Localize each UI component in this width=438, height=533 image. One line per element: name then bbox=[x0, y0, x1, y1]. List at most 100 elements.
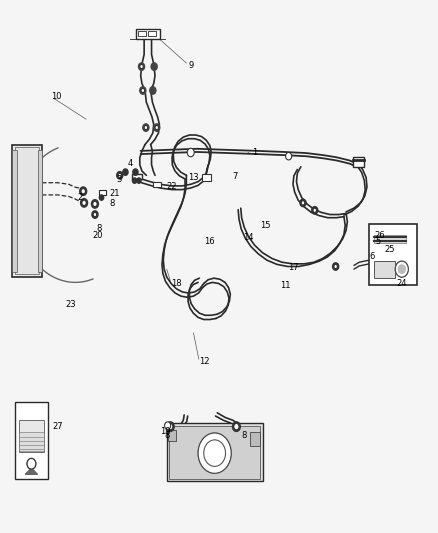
Circle shape bbox=[286, 152, 292, 160]
Text: 15: 15 bbox=[260, 221, 271, 230]
Text: 9: 9 bbox=[188, 61, 194, 69]
Text: 8: 8 bbox=[242, 431, 247, 440]
Text: 5: 5 bbox=[376, 237, 381, 246]
Text: 7: 7 bbox=[232, 172, 237, 181]
Polygon shape bbox=[25, 468, 38, 474]
Text: 13: 13 bbox=[188, 173, 199, 182]
Circle shape bbox=[81, 199, 88, 207]
Bar bbox=[15, 402, 48, 479]
Text: 17: 17 bbox=[288, 263, 298, 272]
Bar bbox=[15, 147, 39, 274]
Bar bbox=[99, 190, 106, 196]
Bar bbox=[168, 430, 176, 441]
Circle shape bbox=[92, 211, 98, 218]
Text: 3: 3 bbox=[117, 174, 122, 183]
Circle shape bbox=[154, 124, 160, 131]
Text: 8: 8 bbox=[110, 199, 115, 208]
Text: 11: 11 bbox=[280, 280, 290, 289]
Circle shape bbox=[132, 178, 137, 183]
Bar bbox=[202, 174, 211, 181]
Bar bbox=[12, 144, 42, 277]
Circle shape bbox=[150, 87, 156, 94]
Circle shape bbox=[395, 261, 408, 277]
Circle shape bbox=[117, 172, 123, 179]
Circle shape bbox=[99, 195, 104, 200]
Circle shape bbox=[81, 189, 85, 194]
Text: 14: 14 bbox=[243, 233, 254, 242]
Circle shape bbox=[312, 207, 318, 214]
Text: 25: 25 bbox=[385, 245, 395, 254]
Bar bbox=[136, 29, 160, 38]
Circle shape bbox=[140, 87, 146, 94]
Circle shape bbox=[123, 169, 128, 175]
Text: 22: 22 bbox=[166, 182, 177, 191]
Circle shape bbox=[204, 440, 226, 466]
Text: 6: 6 bbox=[369, 253, 374, 262]
Bar bbox=[138, 31, 146, 36]
Text: 16: 16 bbox=[204, 237, 214, 246]
Bar bbox=[353, 157, 364, 167]
Bar bbox=[167, 423, 262, 481]
Circle shape bbox=[233, 422, 240, 431]
Text: 8: 8 bbox=[96, 224, 102, 233]
Circle shape bbox=[234, 423, 239, 430]
Circle shape bbox=[144, 125, 148, 130]
Circle shape bbox=[143, 124, 149, 131]
Bar bbox=[19, 420, 44, 452]
Circle shape bbox=[141, 88, 145, 93]
Circle shape bbox=[187, 148, 194, 157]
Bar bbox=[251, 432, 260, 446]
Circle shape bbox=[204, 440, 226, 466]
Circle shape bbox=[209, 447, 220, 459]
Circle shape bbox=[198, 433, 231, 473]
Circle shape bbox=[301, 201, 305, 205]
Text: 26: 26 bbox=[375, 231, 385, 240]
Circle shape bbox=[140, 64, 143, 69]
Text: 12: 12 bbox=[199, 358, 210, 367]
Circle shape bbox=[92, 200, 99, 208]
Circle shape bbox=[198, 433, 231, 473]
Circle shape bbox=[300, 199, 306, 207]
Circle shape bbox=[93, 213, 97, 216]
Text: 1: 1 bbox=[252, 148, 257, 157]
Text: 27: 27 bbox=[53, 422, 64, 431]
Circle shape bbox=[27, 458, 36, 469]
Bar bbox=[12, 150, 17, 272]
Circle shape bbox=[155, 125, 159, 130]
Text: 24: 24 bbox=[396, 279, 407, 288]
Circle shape bbox=[395, 261, 408, 277]
Circle shape bbox=[27, 458, 36, 469]
Bar bbox=[169, 425, 260, 479]
Text: 4: 4 bbox=[127, 159, 133, 167]
Circle shape bbox=[133, 169, 138, 175]
Circle shape bbox=[93, 201, 97, 207]
Text: 18: 18 bbox=[171, 279, 182, 288]
Circle shape bbox=[334, 264, 337, 269]
Circle shape bbox=[332, 263, 339, 270]
Bar bbox=[153, 182, 161, 187]
Text: 2: 2 bbox=[78, 193, 83, 202]
Text: 10: 10 bbox=[51, 92, 62, 101]
Text: 8: 8 bbox=[165, 431, 170, 440]
Bar bbox=[19, 432, 44, 451]
Circle shape bbox=[168, 423, 173, 430]
Bar bbox=[132, 174, 141, 179]
Circle shape bbox=[166, 422, 174, 431]
Circle shape bbox=[82, 200, 86, 206]
Bar bbox=[374, 235, 406, 243]
Circle shape bbox=[80, 187, 87, 196]
Circle shape bbox=[138, 63, 145, 70]
Circle shape bbox=[398, 265, 405, 273]
Text: 19: 19 bbox=[160, 427, 171, 437]
Bar bbox=[148, 31, 156, 36]
Bar bbox=[374, 261, 395, 278]
Circle shape bbox=[137, 178, 141, 183]
Circle shape bbox=[313, 208, 317, 213]
Bar bbox=[38, 150, 42, 272]
Circle shape bbox=[118, 173, 121, 177]
Circle shape bbox=[165, 422, 171, 429]
Bar bbox=[369, 224, 417, 285]
Text: 21: 21 bbox=[110, 189, 120, 198]
Circle shape bbox=[151, 63, 157, 70]
Text: 20: 20 bbox=[92, 231, 102, 240]
